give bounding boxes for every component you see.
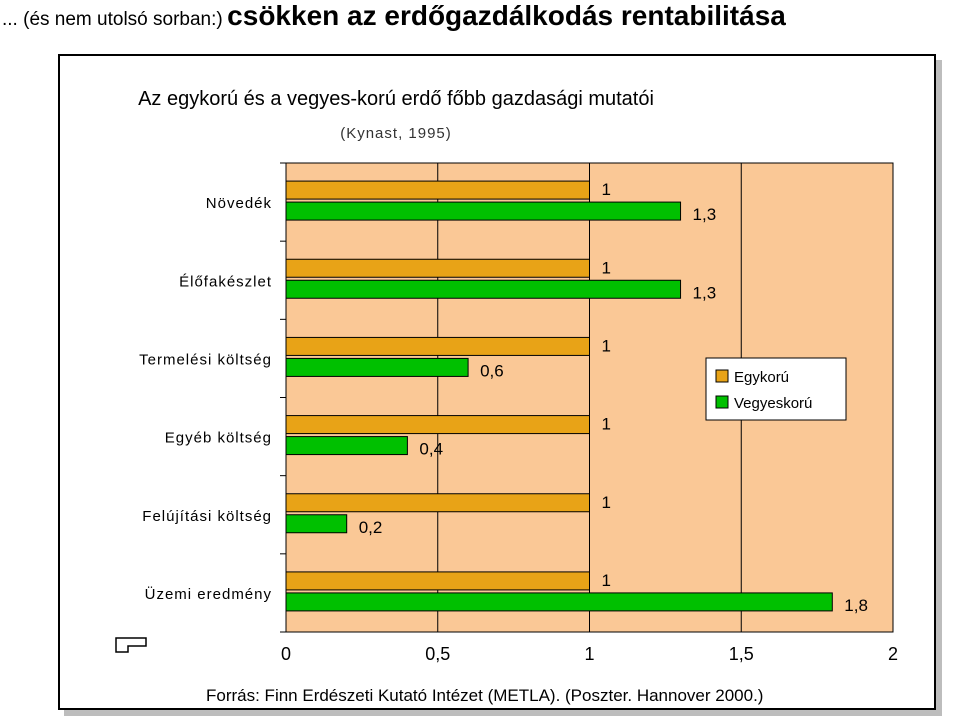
- source-note: Forrás: Finn Erdészeti Kutató Intézet (M…: [206, 686, 764, 705]
- bar-vegyeskoru: [285, 592, 833, 612]
- category-label: Élőfakészlet: [179, 273, 272, 290]
- x-tick-label: 0,5: [425, 644, 450, 664]
- heading-prefix: ... (és nem utolsó sorban:): [2, 9, 223, 30]
- category-label: Egyéb költség: [165, 430, 272, 447]
- bar-vegyeskoru: [285, 357, 469, 377]
- legend-box: [705, 357, 847, 421]
- bar-egykoru: [285, 415, 590, 435]
- data-label-egykoru: 1: [602, 180, 611, 199]
- bar-vegyeskoru: [285, 436, 408, 456]
- bar-egykoru: [285, 571, 590, 591]
- chart-title: Az egykorú és a vegyes-korú erdő főbb ga…: [138, 88, 654, 110]
- category-label: Felújítási költség: [142, 508, 272, 525]
- bar-egykoru: [285, 180, 590, 200]
- category-label: Üzemi eredmény: [145, 585, 272, 603]
- legend-swatch: [715, 369, 729, 383]
- data-label-egykoru: 1: [602, 336, 611, 355]
- bar-vegyeskoru: [285, 514, 348, 534]
- data-label-vegyeskoru: 0,6: [480, 361, 504, 380]
- frame-marker-icon: [115, 637, 147, 653]
- data-label-vegyeskoru: 0,2: [359, 518, 383, 537]
- data-label-egykoru: 1: [602, 415, 611, 434]
- bar-vegyeskoru: [285, 279, 682, 299]
- data-label-egykoru: 1: [602, 258, 611, 277]
- data-label-egykoru: 1: [602, 571, 611, 590]
- chart-subtitle: (Kynast, 1995): [340, 125, 452, 142]
- x-tick-label: 1,5: [729, 644, 754, 664]
- data-label-vegyeskoru: 0,4: [419, 440, 443, 459]
- x-tick-label: 0: [281, 644, 291, 664]
- bar-egykoru: [285, 336, 590, 356]
- bar-egykoru: [285, 493, 590, 513]
- x-tick-label: 1: [584, 644, 594, 664]
- heading-main: csökken az erdőgazdálkodás rentabilitása: [227, 0, 786, 31]
- x-tick-label: 2: [888, 644, 898, 664]
- category-label: Növedék: [206, 195, 272, 212]
- legend-swatch: [715, 395, 729, 409]
- data-label-vegyeskoru: 1,3: [693, 205, 717, 224]
- slide-heading: ... (és nem utolsó sorban:) csökken az e…: [2, 0, 786, 40]
- category-label: Termelési költség: [139, 351, 272, 368]
- data-label-vegyeskoru: 1,3: [693, 283, 717, 302]
- legend-label: Egykorú: [734, 369, 789, 386]
- bar-egykoru: [285, 258, 590, 278]
- data-label-vegyeskoru: 1,8: [844, 596, 868, 615]
- legend-label: Vegyeskorú: [734, 395, 812, 412]
- bar-vegyeskoru: [285, 201, 682, 221]
- data-label-egykoru: 1: [602, 493, 611, 512]
